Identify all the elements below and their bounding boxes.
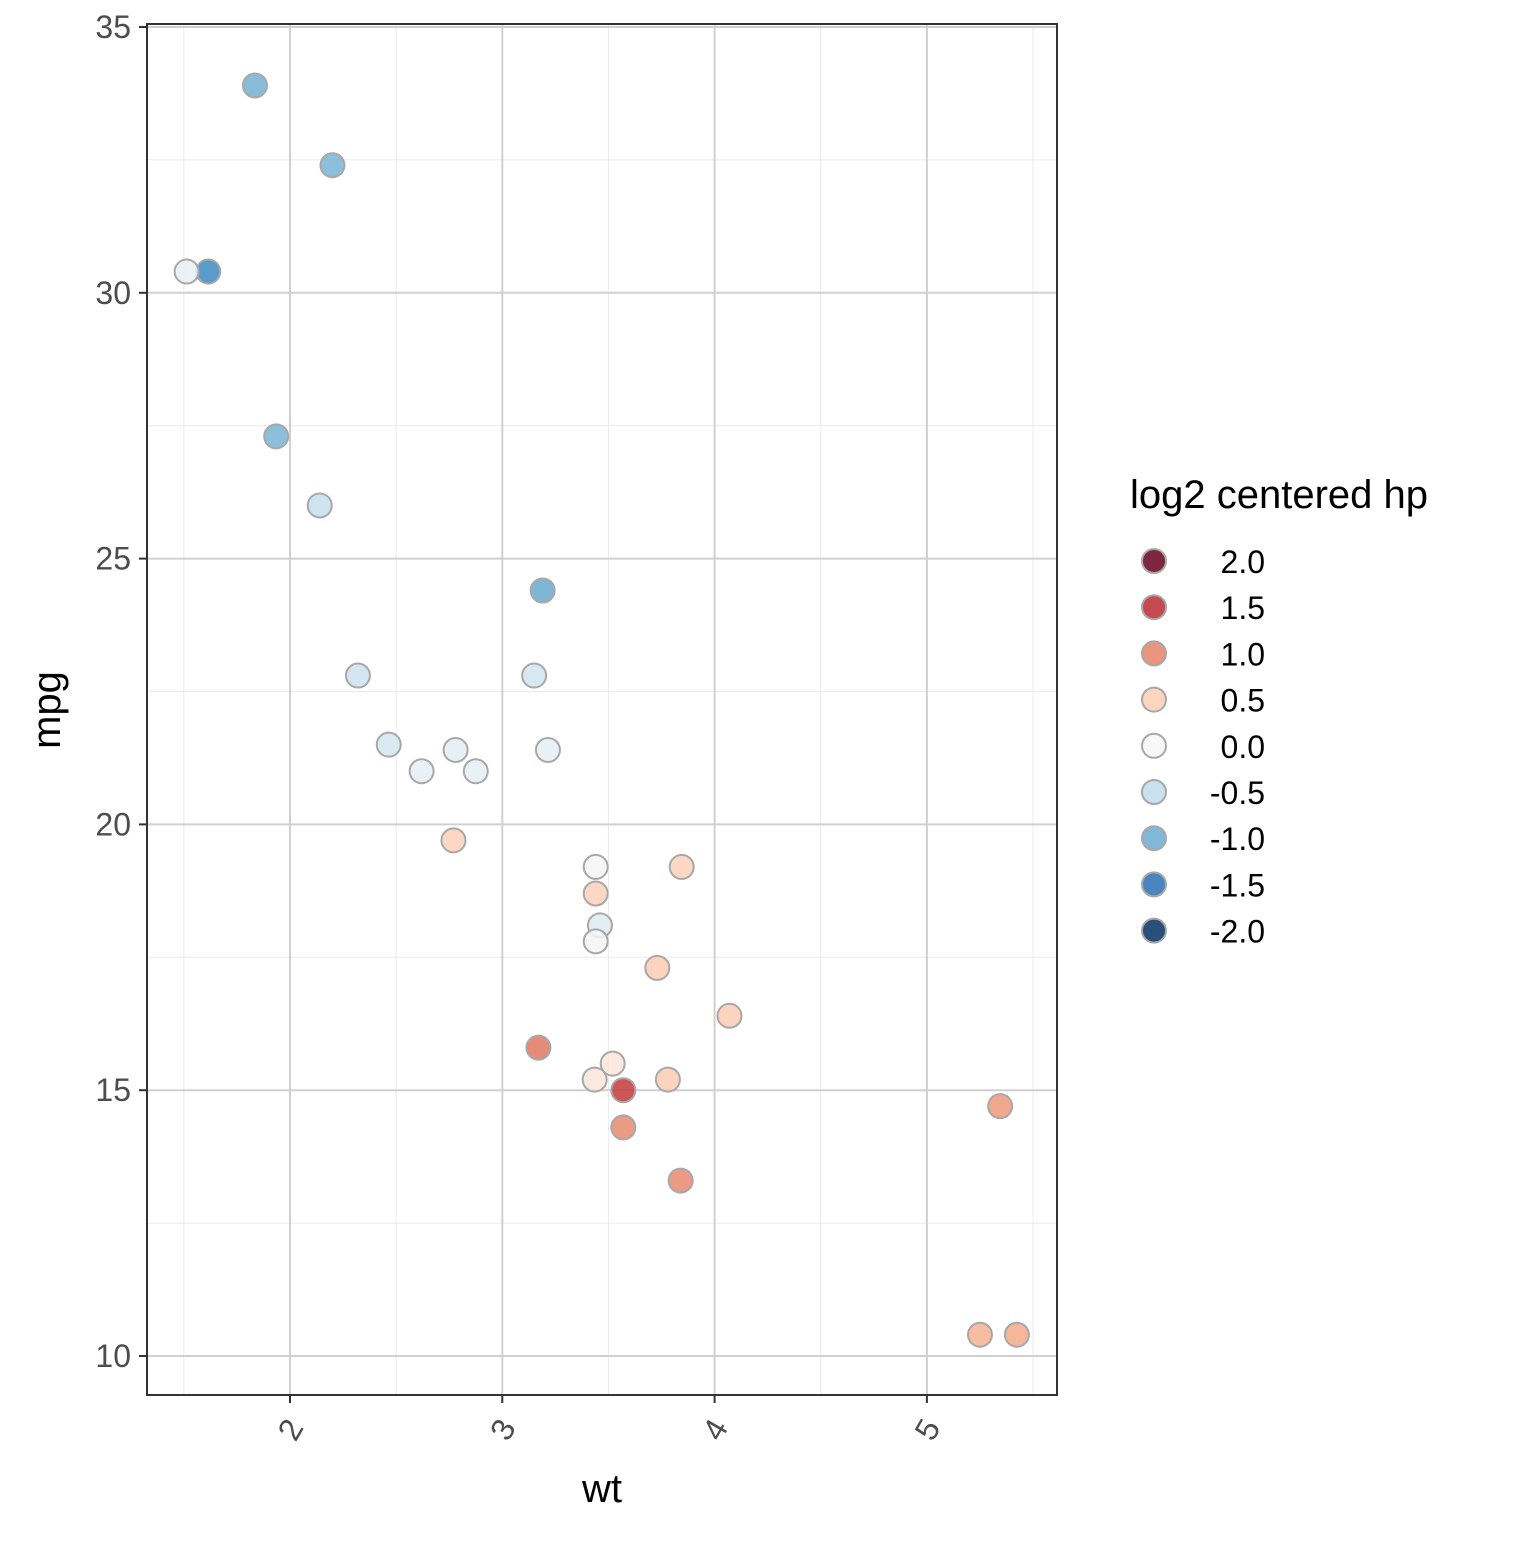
y-tick-label: 30: [95, 275, 131, 311]
data-point: [319, 152, 346, 179]
data-point: [534, 736, 561, 763]
data-point: [599, 1050, 626, 1077]
data-point: [462, 758, 489, 785]
legend-key: [1141, 594, 1167, 621]
data-point: [375, 731, 402, 758]
x-tick-label: 4: [695, 1413, 735, 1446]
legend-key: [1141, 825, 1167, 852]
data-point: [525, 1034, 552, 1061]
data-point: [241, 72, 268, 99]
data-point: [173, 258, 200, 285]
data-point: [521, 662, 548, 689]
data-point: [610, 1077, 637, 1104]
legend-key: [1141, 640, 1167, 667]
x-axis-label: wt: [581, 1467, 622, 1511]
data-point: [610, 1114, 637, 1141]
legend-label: 2.0: [1221, 544, 1265, 580]
data-point: [987, 1093, 1014, 1120]
legend-label: -0.5: [1210, 775, 1265, 811]
data-point: [582, 853, 609, 880]
legend-key: [1141, 779, 1167, 805]
y-tick-label: 25: [95, 541, 131, 577]
legend-key: [1141, 548, 1167, 574]
data-point: [442, 736, 469, 763]
y-tick-label: 35: [95, 9, 131, 45]
y-axis-label: mpg: [25, 671, 69, 749]
legend-label: -2.0: [1210, 914, 1265, 950]
x-tick-label: 2: [270, 1413, 310, 1446]
data-point: [668, 853, 695, 880]
legend-key: [1141, 686, 1167, 713]
legend-label: -1.5: [1210, 867, 1265, 903]
data-point: [1003, 1321, 1030, 1348]
y-tick-label: 10: [95, 1338, 131, 1374]
data-point: [582, 880, 609, 907]
y-tick-label: 20: [95, 806, 131, 842]
x-tick-label: 3: [483, 1413, 523, 1446]
data-point: [344, 662, 371, 689]
data-point: [408, 758, 435, 785]
data-point: [306, 492, 333, 519]
grid: [147, 24, 1057, 1395]
data-point: [440, 827, 467, 854]
data-point: [529, 577, 556, 604]
legend-key: [1141, 732, 1167, 759]
data-point: [644, 954, 671, 981]
legend-label: 1.5: [1221, 590, 1265, 626]
x-tick-label: 5: [907, 1413, 947, 1446]
legend-title: log2 centered hp: [1130, 473, 1428, 517]
y-tick-label: 15: [95, 1072, 131, 1108]
legend-label: 1.0: [1221, 636, 1265, 672]
data-point: [716, 1002, 743, 1029]
panel-border: [146, 23, 1058, 1396]
points: [173, 72, 1030, 1348]
data-point: [582, 928, 609, 955]
data-point: [667, 1167, 694, 1194]
legend-key: [1141, 871, 1167, 898]
legend-label: -1.0: [1210, 821, 1265, 857]
legend: log2 centered hp 2.0 1.5 1.0 0.5 0.0 -0.5 -1.0…: [1130, 473, 1428, 950]
data-point: [654, 1066, 681, 1093]
data-point: [581, 1066, 608, 1093]
legend-key: [1141, 917, 1167, 944]
panel-background: [147, 24, 1057, 1395]
data-point: [966, 1321, 993, 1348]
data-point: [263, 423, 290, 450]
legend-label: 0.0: [1221, 729, 1265, 765]
data-point: [195, 258, 222, 285]
legend-label: 0.5: [1221, 683, 1265, 719]
